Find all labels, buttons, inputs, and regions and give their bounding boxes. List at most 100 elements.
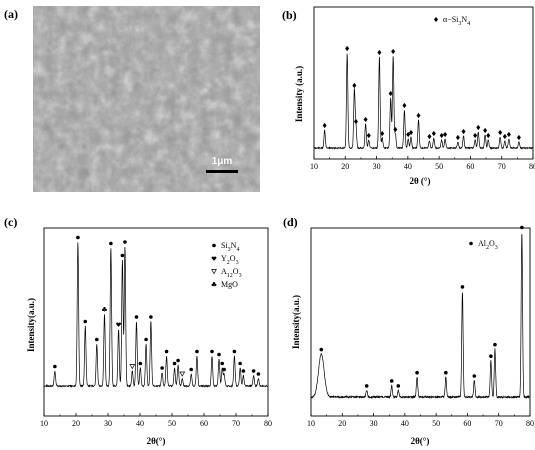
x-tick-label: 40 [136,419,144,428]
legend-symbol [211,269,217,275]
y-axis-title: Intensity(a.u.) [291,295,301,349]
scale-bar [206,170,238,173]
y-axis-title: Intensity (a.u.) [294,66,304,122]
x-tick-label: 60 [200,419,208,428]
x-tick-label: 80 [526,419,534,428]
chart-panel-d: (d) 10 20 30 40 50 60 70 80 2θ(°) Intensity(a.u.) A… [283,215,534,446]
x-tick-label: 30 [104,419,112,428]
peak-marker [241,369,246,373]
peak-marker [83,319,88,324]
peak-marker [189,367,193,372]
legend-symbol [211,256,217,261]
peak-marker [195,349,199,354]
peak-marker [455,134,460,141]
y-axis-title: Intensity(a.u.) [26,298,36,352]
peak-marker [415,370,419,375]
panel-label: (c) [4,215,17,229]
peak-marker [489,354,493,359]
chart-panel-c: (c) 10 20 30 40 50 60 70 80 2θ(°) Intensity(a.u.) S… [4,215,272,446]
x-axis-title: 2θ (°) [409,176,430,186]
x-tick-label: 70 [495,419,503,428]
peak-marker [472,374,477,378]
peak-marker [176,358,180,363]
peak-marker [502,133,507,140]
legend-label: Al2O3 [478,239,498,251]
peak-marker [443,131,448,138]
peak-marker [402,102,407,109]
chart-panel-b: (b) 10 20 30 40 50 60 70 80 2θ (°) Intensity (a.u.… [282,6,535,186]
legend-symbol [434,16,438,23]
peak-marker [460,285,465,289]
legend-label: Y2O3 [221,254,239,266]
peak-marker [129,364,136,370]
peak-marker [364,384,369,388]
peak-marker [210,349,214,354]
peak-marker [256,372,261,376]
peak-marker [473,132,478,139]
peak-marker [109,241,113,246]
x-tick-label: 70 [498,162,506,171]
peak-marker [389,379,394,383]
x-tick-label: 60 [466,162,474,171]
peak-marker [123,240,127,244]
peak-marker [498,129,503,136]
legend-symbol [212,243,216,248]
peak-marker [345,45,350,52]
peak-marker [439,132,444,139]
peak-marker [353,118,358,125]
peak-marker [461,128,466,135]
peak-marker [444,370,448,375]
x-tick-label: 20 [338,419,346,428]
x-tick-label: 10 [307,419,315,428]
peak-marker [149,315,153,319]
peak-marker [101,307,107,312]
peak-marker [172,361,177,366]
peak-marker [164,349,169,354]
x-tick-label: 20 [72,419,80,428]
peak-marker [406,131,411,138]
peak-marker [366,132,371,139]
peak-marker [493,342,497,347]
peak-marker [217,352,221,357]
peak-marker [179,371,186,377]
peak-marker [483,127,488,134]
peak-marker [427,133,432,140]
x-tick-label: 10 [310,162,318,171]
peak-marker [238,361,242,366]
legend-label: Si3N4 [221,241,239,253]
peak-marker [53,364,57,369]
peak-marker [476,124,481,131]
xrd-trace [43,242,269,388]
peak-marker [160,366,164,370]
x-tick-label: 50 [435,162,443,171]
legend-label: α−Si3N4 [443,15,470,27]
peak-marker [120,253,125,258]
x-tick-label: 10 [40,419,48,428]
peak-marker [95,337,99,342]
xrd-trace [313,53,534,150]
peak-marker [380,130,385,137]
peak-marker [506,131,511,138]
peak-marker [363,116,368,123]
peak-marker [352,82,357,89]
x-tick-label: 30 [370,419,378,428]
peak-marker [76,235,80,240]
peak-marker [416,112,421,119]
x-tick-label: 60 [463,419,471,428]
peak-marker [251,369,256,373]
x-tick-label: 70 [232,419,240,428]
x-axis-title: 2θ(°) [411,436,430,446]
x-tick-label: 50 [432,419,440,428]
panel-label-a: (a) [4,7,18,21]
legend-label: A12O3 [221,267,242,279]
peak-marker [144,337,148,342]
x-axis-title: 2θ(°) [147,436,166,446]
peak-marker [431,130,436,137]
peak-marker [391,48,396,55]
x-tick-label: 50 [168,419,176,428]
legend-symbol [469,241,473,246]
peak-marker [116,322,121,327]
x-tick-label: 20 [341,162,349,171]
legend-label: MgO [221,280,238,289]
